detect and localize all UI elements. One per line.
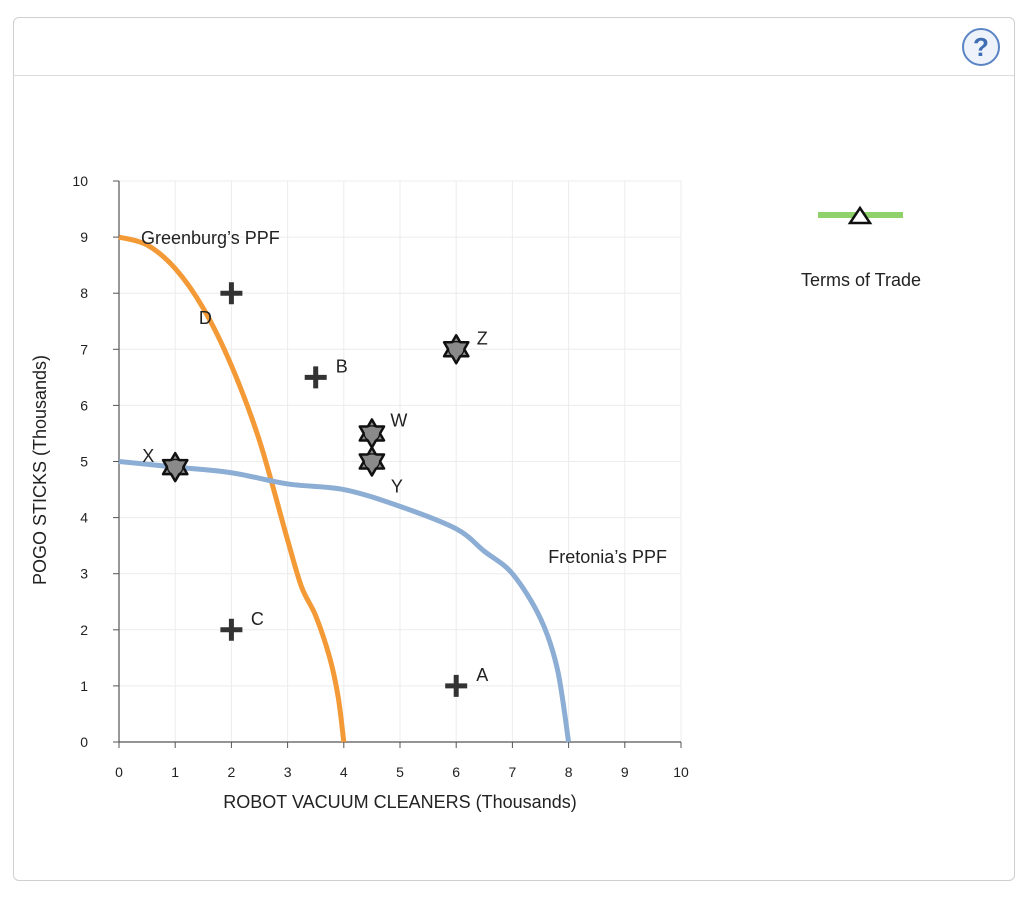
- point-z[interactable]: Z: [442, 328, 488, 365]
- greenburg-s-ppf-label: Greenburg’s PPF: [141, 228, 280, 248]
- x-tick-label: 2: [228, 764, 236, 780]
- chart-axes: 0 1 2 3 4 5 6 7 8 9 10 0 1 2 3 4 5 6 7 8 9 10: [72, 173, 689, 780]
- y-tick-label: 7: [80, 341, 88, 357]
- plus-marker-icon[interactable]: [445, 674, 468, 697]
- fretonia-s-ppf-curve[interactable]: [118, 459, 572, 743]
- y-tick-label: 1: [80, 678, 88, 694]
- point-label: D: [199, 308, 212, 328]
- y-tick-label: 0: [80, 734, 88, 750]
- x-tick-label: 5: [396, 764, 404, 780]
- chart-grid: [119, 180, 682, 742]
- point-label: A: [476, 665, 488, 685]
- point-c[interactable]: C: [220, 609, 264, 641]
- terms-of-trade-legend[interactable]: Terms of Trade: [801, 205, 921, 290]
- greenburg-s-ppf-curve[interactable]: [118, 234, 347, 743]
- x-tick-label: 8: [565, 764, 573, 780]
- point-label: X: [142, 446, 154, 466]
- x-axis-label: ROBOT VACUUM CLEANERS (Thousands): [223, 792, 576, 812]
- x-tick-label: 1: [171, 764, 179, 780]
- point-y[interactable]: Y: [358, 446, 403, 497]
- terms-of-trade-label: Terms of Trade: [801, 270, 921, 290]
- point-a[interactable]: A: [445, 665, 488, 697]
- star-marker-center: [364, 454, 379, 469]
- graph-panel: ?: [13, 17, 1015, 881]
- y-axis-label: POGO STICKS (Thousands): [30, 355, 50, 585]
- x-tick-label: 0: [115, 764, 123, 780]
- x-tick-label: 6: [452, 764, 460, 780]
- chart-points-layer: A B C D W X Y Z: [142, 282, 488, 697]
- point-label: W: [390, 410, 407, 430]
- point-x[interactable]: X: [142, 446, 189, 483]
- y-tick-label: 3: [80, 566, 88, 582]
- point-label: Z: [477, 328, 488, 348]
- x-tick-label: 4: [340, 764, 348, 780]
- plus-marker-icon[interactable]: [220, 618, 243, 641]
- star-marker-center: [449, 342, 464, 357]
- y-tick-label: 6: [80, 397, 88, 413]
- y-tick-label: 10: [72, 173, 88, 189]
- panel-header: ?: [14, 18, 1014, 76]
- y-tick-label: 2: [80, 622, 88, 638]
- y-tick-label: 8: [80, 285, 88, 301]
- plus-marker-icon[interactable]: [304, 366, 327, 389]
- point-w[interactable]: W: [358, 410, 408, 449]
- point-label: C: [251, 609, 264, 629]
- y-tick-label: 5: [80, 454, 88, 470]
- star-marker-center: [168, 460, 183, 475]
- star-marker-center: [364, 426, 379, 441]
- point-label: B: [336, 356, 348, 376]
- x-tick-label: 7: [509, 764, 517, 780]
- x-tick-label: 9: [621, 764, 629, 780]
- help-button[interactable]: ?: [962, 28, 1000, 66]
- y-tick-label: 9: [80, 229, 88, 245]
- point-label: Y: [391, 477, 403, 497]
- plus-marker-icon[interactable]: [220, 282, 243, 305]
- y-tick-label: 4: [80, 510, 88, 526]
- chart-series-layer: Greenburg’s PPF Fretonia’s PPF: [118, 228, 667, 743]
- point-d[interactable]: D: [199, 282, 243, 328]
- point-b[interactable]: B: [304, 356, 348, 389]
- x-tick-label: 3: [284, 764, 292, 780]
- triangle-icon[interactable]: [847, 205, 873, 225]
- x-tick-label: 10: [673, 764, 689, 780]
- fretonia-s-ppf-label: Fretonia’s PPF: [548, 547, 667, 567]
